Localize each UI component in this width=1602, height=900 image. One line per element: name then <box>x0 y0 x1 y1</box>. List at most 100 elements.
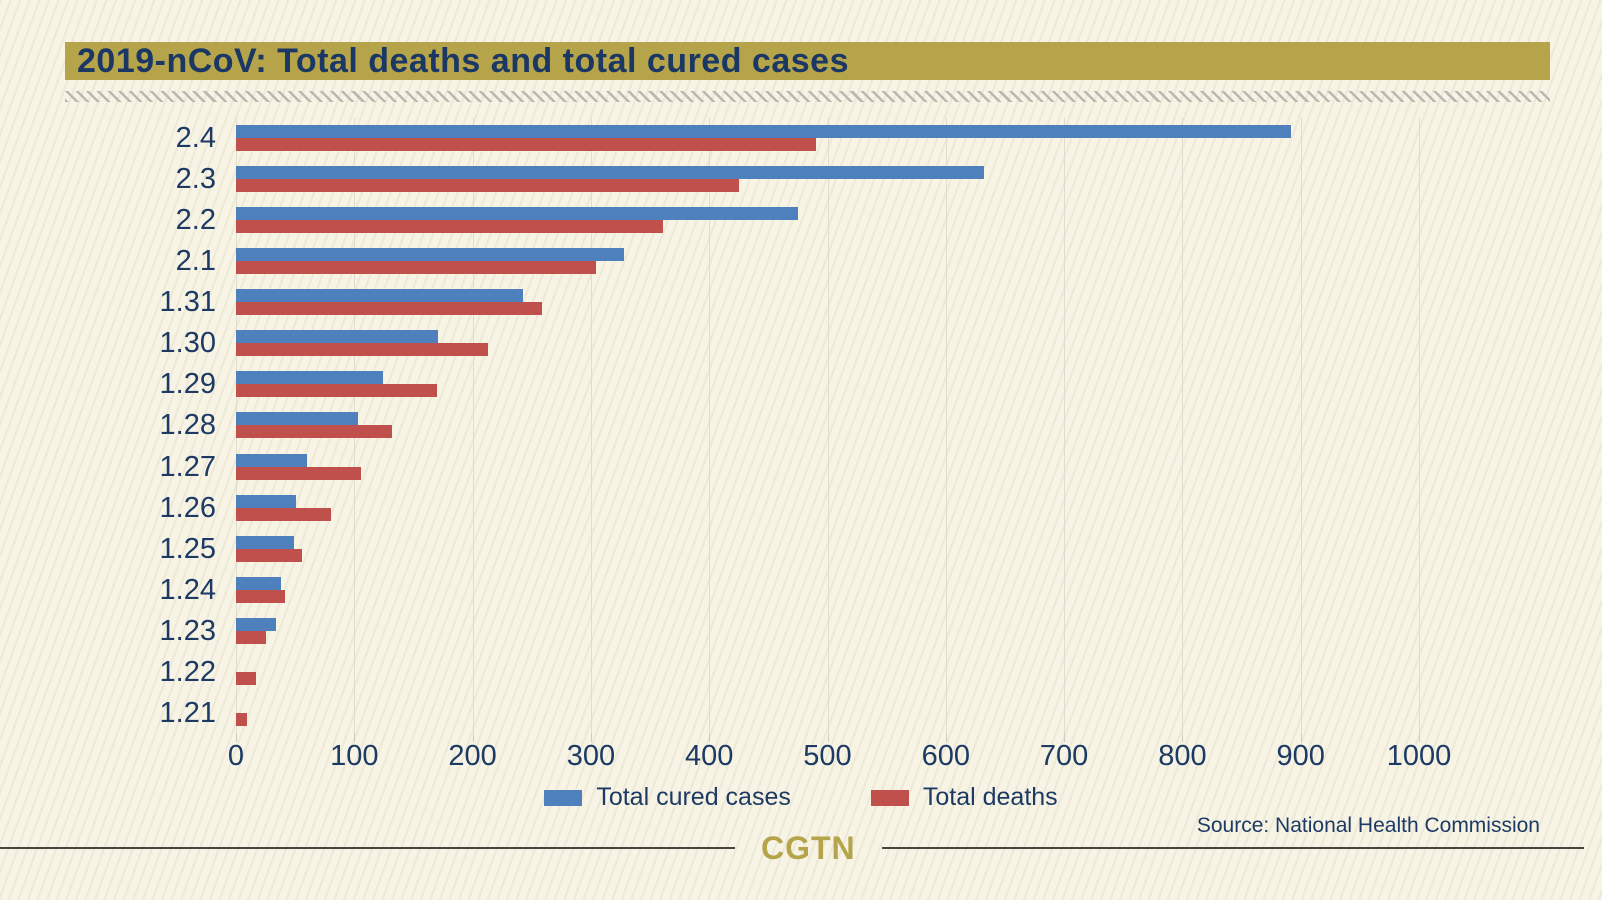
deaths-bar <box>236 630 266 644</box>
x-tick-label: 100 <box>330 740 379 772</box>
deaths-bar <box>236 712 247 726</box>
x-tick-label: 600 <box>921 740 970 772</box>
cured-bar <box>236 412 358 426</box>
deaths-bar <box>236 507 331 521</box>
axis-tick-mark <box>354 734 356 742</box>
page-title: 2019-nCoV: Total deaths and total cured … <box>77 41 849 80</box>
grid-line <box>827 118 829 734</box>
y-axis-label: 1.29 <box>159 368 216 401</box>
axis-tick-mark <box>590 734 592 742</box>
y-axis-label: 1.27 <box>159 450 216 483</box>
chart-legend: Total cured cases Total deaths <box>0 783 1602 812</box>
cured-bar <box>236 535 294 549</box>
bar-row <box>236 570 1490 611</box>
axis-tick-mark <box>236 734 237 742</box>
y-axis-label: 2.2 <box>175 204 216 237</box>
x-tick-label: 700 <box>1039 740 1089 772</box>
deaths-bar <box>236 425 393 439</box>
x-tick-label: 200 <box>448 740 497 772</box>
y-axis-label: 2.3 <box>175 163 216 196</box>
cured-bar <box>236 576 281 590</box>
axis-tick-mark <box>1064 734 1066 742</box>
cured-bar <box>236 371 383 385</box>
y-axis-label: 1.26 <box>159 491 216 524</box>
legend-label-cured: Total cured cases <box>596 783 791 811</box>
footer-line-left <box>0 847 735 849</box>
x-tick-label: 400 <box>685 740 734 772</box>
cured-bar <box>236 125 1292 138</box>
y-axis-label: 1.24 <box>159 573 216 606</box>
cured-bar <box>236 207 798 221</box>
grid-line <box>1419 118 1421 734</box>
bar-row <box>236 652 1490 693</box>
bar-row <box>236 323 1490 364</box>
deaths-bar <box>236 671 257 685</box>
x-tick-label: 800 <box>1158 740 1207 772</box>
deaths-bar <box>236 589 285 603</box>
bar-row <box>236 529 1490 570</box>
source-credit: Source: National Health Commission <box>1196 814 1540 837</box>
cured-bar <box>236 453 307 467</box>
cured-swatch-icon <box>544 789 583 806</box>
grid-line <box>709 118 711 734</box>
cured-bar <box>236 494 297 508</box>
axis-tick-mark <box>709 734 711 742</box>
y-axis-label: 1.30 <box>159 327 216 360</box>
y-axis-label: 1.21 <box>159 696 216 729</box>
deaths-bar <box>236 466 362 480</box>
grid-line <box>1300 118 1302 734</box>
axis-tick-mark <box>1419 734 1421 742</box>
grid-line <box>945 118 947 734</box>
grid-line <box>1182 118 1184 734</box>
y-axis-label: 1.23 <box>159 614 216 647</box>
y-axis-label: 1.31 <box>159 286 216 319</box>
bar-row <box>236 611 1490 652</box>
axis-tick-mark <box>827 734 829 742</box>
legend-label-deaths: Total deaths <box>922 783 1058 811</box>
y-axis-label: 1.28 <box>159 409 216 442</box>
bars-layer <box>236 118 1490 734</box>
axis-tick-mark <box>945 734 947 742</box>
axis-tick-mark <box>472 734 474 742</box>
grid-line <box>590 118 592 734</box>
axis-tick-mark <box>1182 734 1184 742</box>
y-axis-label: 2.1 <box>175 245 216 278</box>
bar-row <box>236 405 1490 446</box>
bar-row <box>236 200 1490 241</box>
cured-bar <box>236 166 984 180</box>
footer-line-right <box>881 847 1584 849</box>
legend-item-deaths: Total deaths <box>870 783 1058 812</box>
chart-plot-area <box>236 118 1490 742</box>
legend-item-cured: Total cured cases <box>544 783 791 812</box>
title-band: 2019-nCoV: Total deaths and total cured … <box>65 42 1550 80</box>
x-tick-label: 900 <box>1276 740 1325 772</box>
axis-tick-mark <box>1300 734 1302 742</box>
cgtn-logo: CGTN <box>761 829 856 866</box>
deaths-swatch-icon <box>870 789 909 806</box>
cured-bar <box>236 248 625 262</box>
y-axis-label: 2.4 <box>175 122 216 155</box>
y-axis-label: 1.25 <box>159 532 216 565</box>
y-axis: 2.4 2.3 2.2 2.1 1.31 1.30 1.29 1.28 1.27 1.26 1.25… <box>0 118 226 734</box>
grid-line <box>1064 118 1066 734</box>
deaths-bar <box>236 261 596 275</box>
deaths-bar <box>236 138 816 151</box>
bar-row <box>236 118 1490 159</box>
deaths-bar <box>236 220 664 234</box>
bar-row <box>236 241 1490 282</box>
grid-line <box>472 118 474 734</box>
x-tick-label: 300 <box>566 740 616 772</box>
x-tick-label: 0 <box>227 740 245 772</box>
deaths-bar <box>236 384 438 398</box>
x-tick-label: 1000 <box>1386 740 1452 772</box>
bar-row <box>236 364 1490 405</box>
bar-row <box>236 447 1490 488</box>
deaths-bar <box>236 302 543 316</box>
x-axis: 0 100 200 300 400 500 600 700 800 900 1000 <box>228 740 1490 776</box>
footer-divider: CGTN <box>0 828 1602 868</box>
bar-row <box>236 282 1490 323</box>
deaths-bar <box>236 179 739 193</box>
cured-bar <box>236 617 277 631</box>
bar-row <box>236 488 1490 529</box>
bar-row <box>236 693 1490 734</box>
